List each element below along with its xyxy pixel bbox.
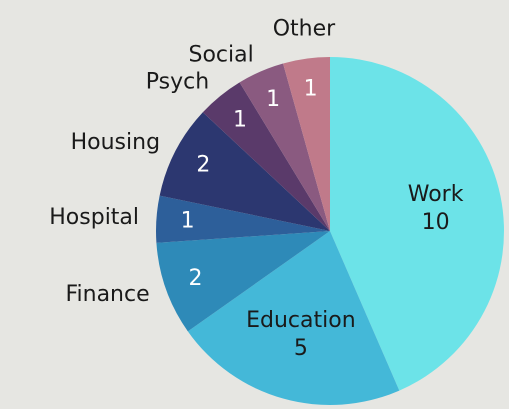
slice-label: Social — [189, 42, 254, 67]
pie-slice — [156, 195, 330, 243]
pie-slice — [187, 231, 400, 405]
pie-slice — [159, 112, 330, 231]
slice-label: Education — [246, 308, 356, 333]
value-label: 1 — [181, 208, 195, 233]
slice-label: Hospital — [49, 205, 139, 230]
slice-label: Finance — [65, 282, 149, 307]
slice-label: Housing — [71, 130, 160, 155]
pie-slice — [330, 57, 504, 391]
pie-slice — [156, 231, 330, 332]
pie-slice — [202, 82, 330, 231]
value-label: 1 — [233, 107, 247, 132]
value-label: 10 — [422, 210, 450, 235]
value-label: 1 — [304, 77, 318, 102]
slice-label: Other — [273, 16, 336, 41]
pie-slice — [239, 63, 330, 231]
pie-slice — [283, 57, 330, 231]
value-label: 2 — [189, 266, 203, 291]
value-label: 2 — [196, 152, 210, 177]
slice-label: Work — [408, 182, 464, 207]
value-label: 1 — [266, 87, 280, 112]
value-label: 5 — [294, 336, 308, 361]
slice-label: Psych — [146, 70, 209, 95]
